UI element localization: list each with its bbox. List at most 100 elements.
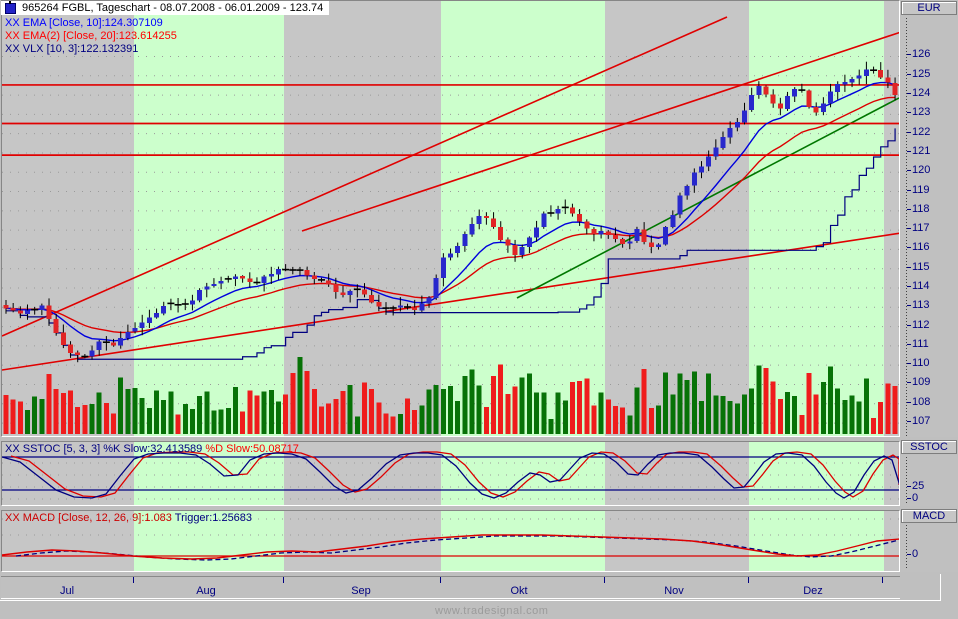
month-stripe bbox=[284, 511, 441, 571]
month-stripe bbox=[2, 1, 134, 436]
month-stripe bbox=[749, 1, 884, 436]
macd-chart bbox=[2, 518, 899, 561]
price-tick-label: 109 bbox=[912, 376, 931, 388]
price-tick-label: 119 bbox=[912, 184, 930, 196]
axis-tick bbox=[907, 344, 911, 345]
currency-unit-label: EUR bbox=[917, 2, 941, 14]
month-stripe bbox=[284, 1, 441, 436]
indicator-label[interactable]: XX EMA [Close, 10]:124.307109 bbox=[5, 17, 163, 29]
time-axis-tick bbox=[604, 577, 605, 583]
price-tick-label: 123 bbox=[912, 106, 931, 118]
price-tick-label: 122 bbox=[912, 126, 931, 138]
price-tick-label: 113 bbox=[912, 299, 930, 311]
month-shading bbox=[2, 1, 899, 436]
axis-tick bbox=[907, 325, 911, 326]
axis-tick bbox=[907, 267, 911, 268]
axis-tick bbox=[907, 209, 911, 210]
indicator-label[interactable]: XX MACD [Close, 12, 26, 9]:1.083 Trigger… bbox=[5, 512, 253, 524]
time-axis-month-label: Nov bbox=[664, 585, 684, 597]
sstoc-panel-title[interactable]: SSTOC bbox=[901, 440, 957, 454]
price-tick-label: 116 bbox=[912, 241, 930, 253]
axis-tick-label: 0 bbox=[912, 492, 919, 504]
month-stripe bbox=[749, 442, 884, 505]
month-stripe bbox=[605, 1, 749, 436]
price-tick-label: 110 bbox=[912, 357, 930, 369]
axis-tick bbox=[907, 112, 911, 113]
time-axis-month-label: Sep bbox=[351, 585, 371, 597]
macd-panel[interactable]: XX MACD [Close, 12, 26, 9]:1.083 Trigger… bbox=[1, 510, 900, 572]
axis-tick bbox=[907, 486, 911, 487]
time-axis-month-label: Dez bbox=[803, 585, 823, 597]
sstoc-panel[interactable]: XX SSTOC [5, 3, 3] %K Slow:32.413589 %D … bbox=[1, 441, 900, 506]
watermark: www.tradesignal.com bbox=[435, 605, 549, 617]
month-shading bbox=[2, 442, 899, 505]
bottom-strip: www.tradesignal.com bbox=[0, 601, 958, 619]
month-stripe bbox=[134, 1, 284, 436]
month-stripe bbox=[134, 511, 284, 571]
time-axis-month-label: Jul bbox=[59, 585, 75, 597]
price-tick-label: 125 bbox=[912, 68, 931, 80]
time-axis-month-label: Aug bbox=[196, 585, 216, 597]
axis-tick bbox=[907, 190, 911, 191]
price-chart-panel[interactable]: XX EMA [Close, 10]:124.307109 XX EMA(2) [… bbox=[1, 0, 900, 437]
axis-tick bbox=[907, 247, 911, 248]
chart-pin-icon bbox=[5, 0, 16, 14]
axis-tick bbox=[907, 382, 911, 383]
candlestick-chart bbox=[2, 16, 899, 434]
macd-axis[interactable]: 0 bbox=[901, 523, 958, 572]
frame-line bbox=[940, 574, 941, 601]
axis-tick bbox=[907, 363, 911, 364]
axis-tick bbox=[907, 74, 911, 75]
price-tick-label: 112 bbox=[912, 319, 930, 331]
axis-tick bbox=[907, 54, 911, 55]
axis-tick bbox=[907, 421, 911, 422]
price-tick-label: 111 bbox=[912, 338, 929, 350]
sstoc-axis[interactable]: 25 0 bbox=[901, 455, 958, 506]
indicator-label[interactable]: XX VLX [10, 3]:122.132391 bbox=[5, 43, 139, 55]
price-tick-label: 120 bbox=[912, 164, 931, 176]
month-stripe bbox=[749, 511, 884, 571]
axis-tick bbox=[907, 554, 911, 555]
macd-panel-title[interactable]: MACD bbox=[901, 509, 957, 523]
price-tick-label: 115 bbox=[912, 261, 930, 273]
time-axis-tick bbox=[440, 577, 441, 583]
indicator-label[interactable]: XX SSTOC [5, 3, 3] %K Slow:32.413589 %D … bbox=[5, 443, 299, 455]
time-axis-tick bbox=[133, 577, 134, 583]
axis-tick bbox=[907, 151, 911, 152]
sstoc-chart bbox=[2, 451, 899, 500]
frame-line bbox=[0, 600, 941, 601]
indicator-label[interactable]: XX EMA(2) [Close, 20]:123.614255 bbox=[5, 30, 177, 42]
axis-tick bbox=[907, 305, 911, 306]
price-tick-label: 121 bbox=[912, 145, 931, 157]
macd-title-label: MACD bbox=[912, 510, 946, 522]
month-stripe bbox=[884, 1, 899, 436]
time-axis[interactable]: Jul Aug Sep Okt Nov Dez bbox=[1, 576, 900, 599]
chart-title-bar: 965264 FGBL, Tageschart - 08.07.2008 - 0… bbox=[1, 0, 330, 15]
axis-tick-label: 25 bbox=[912, 480, 925, 492]
axis-tick bbox=[907, 93, 911, 94]
price-tick-label: 117 bbox=[912, 222, 930, 234]
price-tick-label: 108 bbox=[912, 396, 931, 408]
month-stripe bbox=[605, 511, 749, 571]
sstoc-title-label: SSTOC bbox=[910, 441, 948, 453]
axis-tick-label: 0 bbox=[912, 548, 919, 560]
month-shading bbox=[2, 511, 899, 571]
time-axis-tick bbox=[882, 577, 883, 583]
axis-tick bbox=[907, 228, 911, 229]
time-axis-tick bbox=[748, 577, 749, 583]
price-tick-label: 118 bbox=[912, 203, 930, 215]
month-stripe bbox=[441, 442, 605, 505]
chart-title: 965264 FGBL, Tageschart - 08.07.2008 - 0… bbox=[22, 2, 324, 14]
axis-tick bbox=[907, 132, 911, 133]
currency-unit-box[interactable]: EUR bbox=[901, 1, 957, 15]
price-tick-label: 126 bbox=[912, 48, 931, 60]
price-tick-label: 107 bbox=[912, 415, 931, 427]
axis-tick bbox=[907, 170, 911, 171]
month-stripe bbox=[441, 511, 605, 571]
time-axis-month-label: Okt bbox=[510, 585, 528, 597]
price-tick-label: 124 bbox=[912, 87, 931, 99]
axis-tick bbox=[907, 402, 911, 403]
axis-tick bbox=[907, 286, 911, 287]
price-axis[interactable]: 126 125 124 123 122 121 120 119 118 117 116 115 114 1… bbox=[901, 0, 958, 437]
